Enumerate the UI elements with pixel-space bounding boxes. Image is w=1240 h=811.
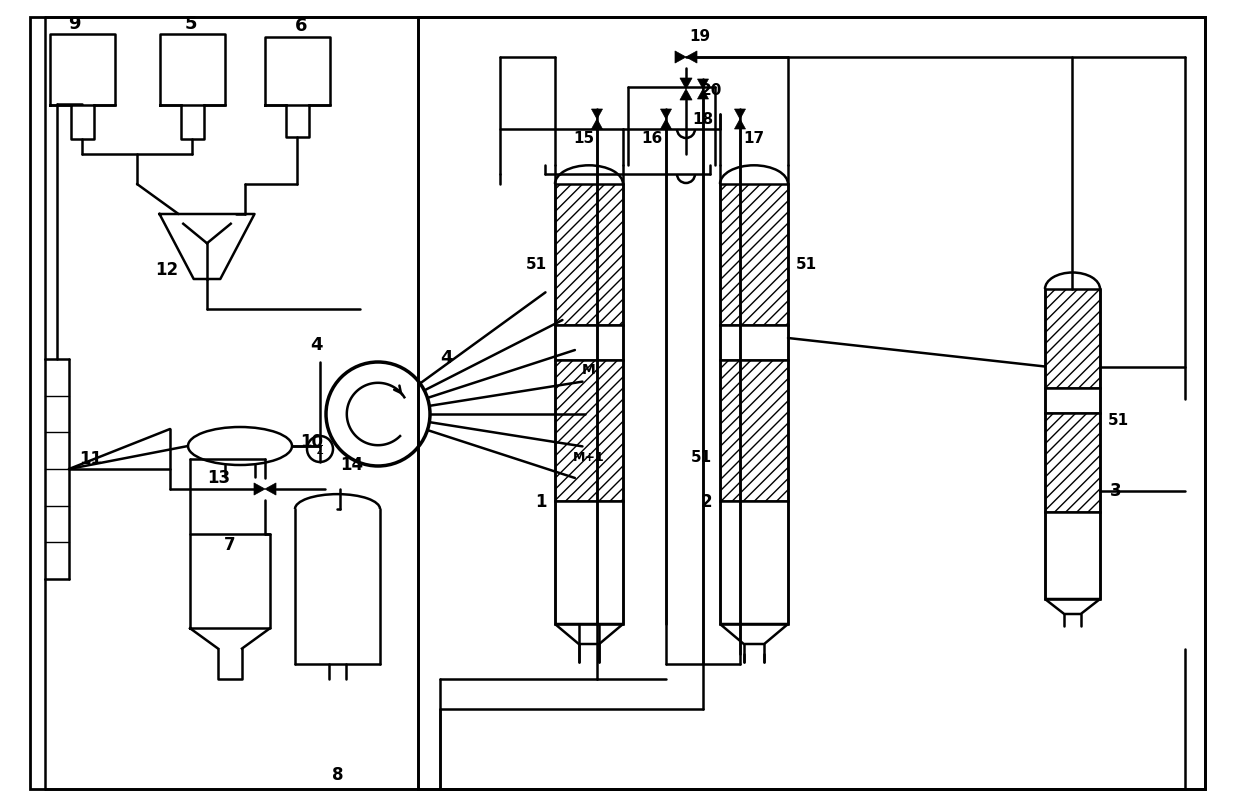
Bar — [720, 325, 787, 361]
Bar — [720, 361, 787, 501]
Polygon shape — [680, 90, 692, 101]
Bar — [1045, 414, 1100, 513]
Polygon shape — [265, 483, 277, 496]
Polygon shape — [734, 109, 745, 120]
Bar — [720, 501, 787, 624]
Bar — [720, 361, 787, 501]
Text: 9: 9 — [68, 15, 81, 33]
Text: 4: 4 — [310, 336, 322, 354]
Text: 51: 51 — [1109, 412, 1130, 427]
Text: 4: 4 — [440, 349, 453, 367]
Text: 7: 7 — [224, 535, 236, 553]
Bar — [1045, 290, 1100, 388]
Bar — [720, 185, 787, 325]
Polygon shape — [254, 483, 265, 496]
Polygon shape — [661, 109, 672, 120]
Bar — [1045, 290, 1100, 388]
Text: 6: 6 — [295, 17, 308, 35]
Text: 51: 51 — [691, 450, 712, 465]
Bar — [556, 361, 622, 501]
Text: 19: 19 — [689, 29, 711, 44]
Text: M: M — [582, 363, 596, 376]
Bar — [720, 185, 787, 325]
Text: 10: 10 — [300, 432, 322, 450]
Bar — [556, 185, 622, 325]
Bar — [1045, 388, 1100, 414]
Polygon shape — [697, 90, 708, 100]
Text: 12: 12 — [155, 260, 179, 279]
Bar — [418, 18, 1205, 789]
Text: 11: 11 — [79, 449, 102, 467]
Text: 18: 18 — [692, 112, 713, 127]
Text: 13: 13 — [207, 469, 229, 487]
Text: 2: 2 — [701, 492, 712, 510]
Bar — [556, 361, 622, 501]
Text: 17: 17 — [743, 131, 764, 145]
Text: 51: 51 — [796, 256, 817, 272]
Bar — [1045, 513, 1100, 599]
Bar — [556, 185, 622, 325]
Text: 5: 5 — [185, 15, 197, 33]
Bar — [556, 325, 622, 361]
Polygon shape — [591, 120, 603, 130]
Polygon shape — [734, 120, 745, 130]
Bar — [556, 501, 622, 624]
Text: 20: 20 — [701, 83, 723, 97]
Text: 14: 14 — [340, 456, 363, 474]
Text: M+1: M+1 — [573, 451, 605, 464]
Text: 8: 8 — [332, 765, 343, 783]
Text: 16: 16 — [642, 131, 663, 145]
Polygon shape — [661, 120, 672, 130]
Text: 51: 51 — [526, 256, 547, 272]
Text: 15: 15 — [573, 131, 594, 145]
Text: 3: 3 — [1110, 482, 1122, 500]
Polygon shape — [680, 79, 692, 90]
Polygon shape — [686, 52, 697, 64]
Polygon shape — [675, 52, 686, 64]
Bar — [1045, 414, 1100, 513]
Polygon shape — [591, 109, 603, 120]
Text: 1: 1 — [536, 492, 547, 510]
Text: Σ: Σ — [316, 443, 324, 456]
Polygon shape — [697, 80, 708, 90]
